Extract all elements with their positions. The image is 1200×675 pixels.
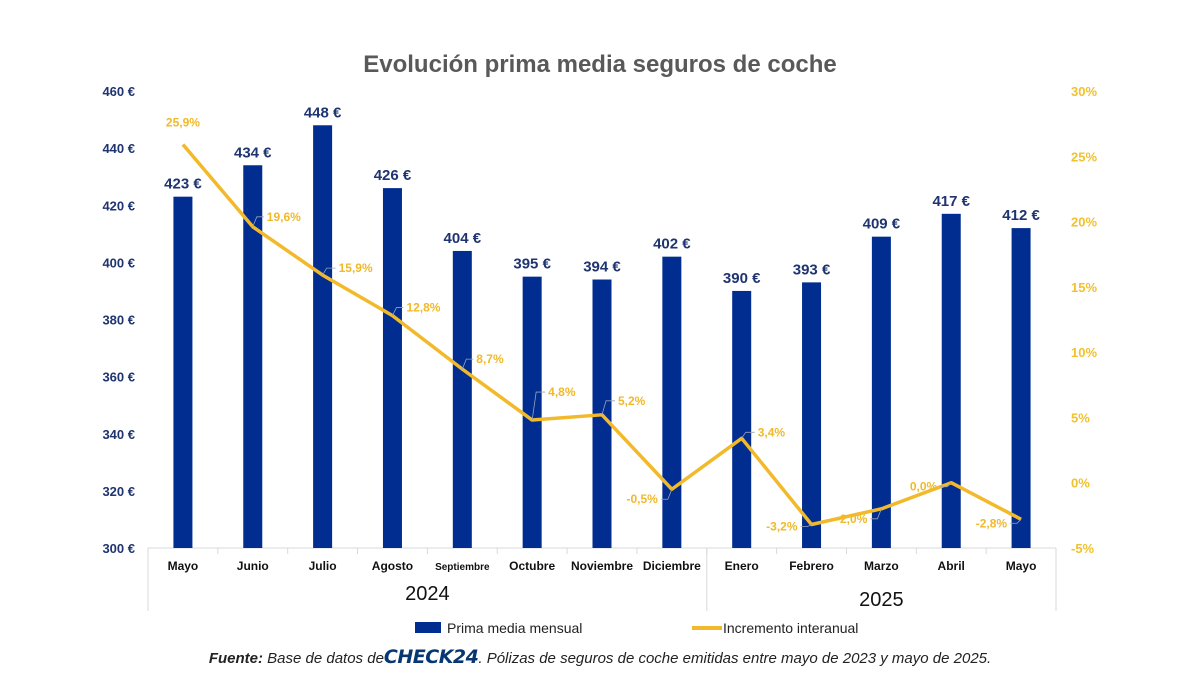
source-label: Fuente: xyxy=(208,650,263,667)
line-data-label: -2,8% xyxy=(976,516,1008,530)
y-right-tick-label: 20% xyxy=(1071,215,1097,230)
legend-swatch-bar xyxy=(415,622,441,633)
label-leader-line xyxy=(800,524,812,527)
bar-data-label: 404 € xyxy=(444,230,482,247)
x-tick-label: Octubre xyxy=(509,559,555,573)
bar xyxy=(452,250,472,548)
line-data-label: -2,0% xyxy=(836,512,868,526)
footer-source: Fuente: Base de datos deCHECK24. Pólizas… xyxy=(0,646,1200,668)
bar-data-label: 412 € xyxy=(1002,207,1040,224)
line-data-label: 19,6% xyxy=(267,210,301,224)
y-left-tick-label: 440 € xyxy=(102,141,135,156)
label-leader-line xyxy=(660,489,673,500)
check24-logo: CHECK24 xyxy=(383,646,479,668)
bar-data-label: 394 € xyxy=(583,259,621,276)
y-right-tick-label: 15% xyxy=(1071,280,1097,295)
label-leader-line xyxy=(601,400,615,415)
label-leader-line xyxy=(392,307,404,316)
line-data-label: 25,9% xyxy=(166,116,200,130)
y-right-tick-label: 5% xyxy=(1071,410,1090,425)
x-tick-label: Agosto xyxy=(372,559,413,573)
bar-data-label: 423 € xyxy=(164,176,202,193)
y-right-tick-label: 25% xyxy=(1071,149,1097,164)
bar-data-label: 417 € xyxy=(932,193,970,210)
label-leader-line xyxy=(1010,518,1022,524)
label-leader-line xyxy=(940,482,952,488)
bar xyxy=(732,290,752,548)
x-tick-label: Julio xyxy=(309,559,337,573)
x-tick-label: Noviembre xyxy=(571,559,633,573)
bar-data-label: 395 € xyxy=(513,256,551,273)
bar-series: 423 € 434 € 448 € 426 € 404 € 395 € 394 € 402 €… xyxy=(164,104,1040,549)
bar xyxy=(382,188,402,549)
label-leader-line xyxy=(322,267,336,276)
year-group-label: 2024 xyxy=(405,583,450,605)
y-left-tick-label: 420 € xyxy=(102,198,135,213)
line-series: 25,9% 19,6% 15,9% 12,8% 8,7% 4,8% 5,2% -0,5% 3,4… xyxy=(166,116,1022,533)
legend-label-bar: Prima media mensual xyxy=(447,620,582,636)
x-tick-label: Marzo xyxy=(864,559,899,573)
x-tick-label: Mayo xyxy=(168,559,199,573)
label-leader-line xyxy=(741,431,755,439)
label-leader-line xyxy=(252,216,264,227)
y-axis-left: 300 € 320 € 340 € 360 € 380 € 400 € 420 € 440 €… xyxy=(102,84,135,556)
label-leader-line xyxy=(531,391,546,421)
y-left-tick-label: 460 € xyxy=(102,84,135,99)
x-tick-label: Diciembre xyxy=(643,559,701,573)
bar xyxy=(802,282,822,548)
source-suffix: . Pólizas de seguros de coche emitidas e… xyxy=(478,650,992,667)
legend: Prima media mensual Incremento interanua… xyxy=(415,620,858,636)
x-axis: Mayo Junio Julio Agosto Septiembre Octubre Nov… xyxy=(147,547,1057,611)
line-data-label: 12,8% xyxy=(406,301,440,315)
bar xyxy=(522,276,542,548)
bar-data-label: 434 € xyxy=(234,144,272,161)
y-axis-right: -5% 0% 5% 10% 15% 20% 25% 30% xyxy=(1071,84,1097,556)
x-tick-label: Febrero xyxy=(789,559,834,573)
bar-data-label: 402 € xyxy=(653,236,691,253)
bar xyxy=(243,165,263,548)
bar xyxy=(173,196,193,548)
y-right-tick-label: 0% xyxy=(1071,476,1090,491)
x-tick-label: Mayo xyxy=(1006,559,1037,573)
y-left-tick-label: 300 € xyxy=(102,541,135,556)
line-data-label: 5,2% xyxy=(618,394,646,408)
bar-data-label: 390 € xyxy=(723,270,761,287)
label-leader-line xyxy=(461,358,474,370)
y-left-tick-label: 380 € xyxy=(102,313,135,328)
bar-data-label: 448 € xyxy=(304,104,342,121)
line-data-label: -0,5% xyxy=(626,492,658,506)
source-prefix: Base de datos de xyxy=(267,650,384,667)
x-tick-label: Enero xyxy=(725,559,759,573)
bar xyxy=(871,236,891,548)
x-tick-label: Septiembre xyxy=(435,562,490,573)
y-right-tick-label: 30% xyxy=(1071,84,1097,99)
chart-title: Evolución prima media seguros de coche xyxy=(363,51,836,78)
y-left-tick-label: 320 € xyxy=(102,484,135,499)
bar xyxy=(941,213,961,548)
x-tick-label: Junio xyxy=(237,559,269,573)
bar-data-label: 409 € xyxy=(863,216,901,233)
x-tick-label: Abril xyxy=(938,559,965,573)
legend-label-line: Incremento interanual xyxy=(723,620,858,636)
year-group-label: 2025 xyxy=(859,589,904,611)
bar-data-label: 393 € xyxy=(793,261,831,278)
bar xyxy=(662,256,682,548)
y-right-tick-label: 10% xyxy=(1071,345,1097,360)
label-leader-line xyxy=(870,508,882,520)
y-left-tick-label: 360 € xyxy=(102,370,135,385)
y-left-tick-label: 340 € xyxy=(102,427,135,442)
bar xyxy=(1011,228,1031,548)
line-data-label: 0,0% xyxy=(910,480,938,494)
y-right-tick-label: -5% xyxy=(1071,541,1095,556)
line-data-label: 3,4% xyxy=(758,425,786,439)
line-data-label: 8,7% xyxy=(476,352,504,366)
line-data-label: -3,2% xyxy=(766,519,798,533)
line-data-label: 4,8% xyxy=(548,385,576,399)
bar-data-label: 426 € xyxy=(374,167,412,184)
bar xyxy=(313,125,333,549)
y-left-tick-label: 400 € xyxy=(102,255,135,270)
line-data-label: 15,9% xyxy=(339,261,373,275)
